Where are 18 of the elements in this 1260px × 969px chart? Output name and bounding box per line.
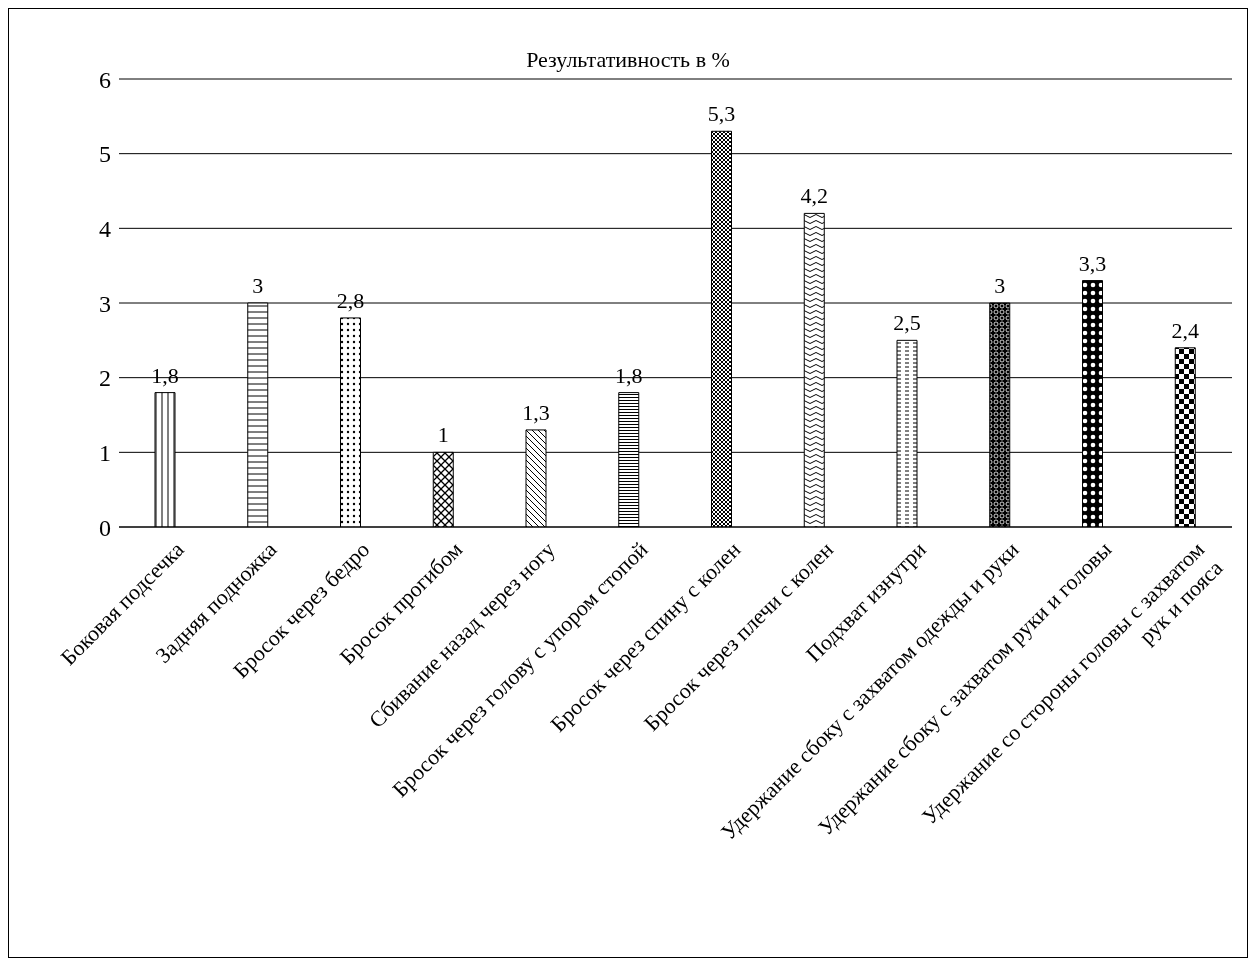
y-tick-label: 2 — [99, 365, 111, 392]
y-tick-label: 3 — [99, 290, 111, 317]
data-label: 3 — [252, 273, 264, 298]
data-label: 2,5 — [893, 310, 921, 336]
y-tick-label: 5 — [99, 141, 111, 168]
y-tick-label: 4 — [99, 215, 111, 242]
data-label: 2,4 — [1171, 317, 1199, 343]
y-tick-label: 0 — [99, 514, 111, 541]
chart-title: Результативность в % — [526, 47, 730, 72]
data-label: 1 — [437, 422, 449, 448]
data-label: 2,8 — [336, 287, 365, 313]
data-label: 5,3 — [707, 101, 736, 127]
data-label: 1,3 — [522, 399, 550, 425]
data-label: 3 — [994, 273, 1006, 298]
data-label: 3,3 — [1078, 250, 1107, 276]
data-label: 4,2 — [800, 183, 828, 209]
y-tick-label: 6 — [99, 66, 111, 93]
y-tick-label: 1 — [99, 439, 111, 466]
